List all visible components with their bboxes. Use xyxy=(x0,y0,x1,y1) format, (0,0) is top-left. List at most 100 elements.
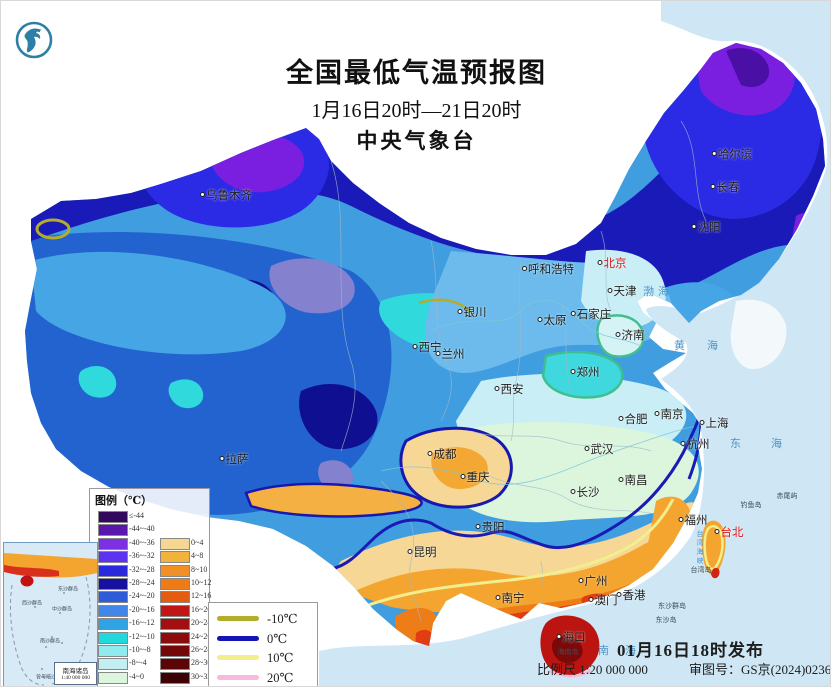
forecast-period: 1月16日20时—21日20时 xyxy=(311,100,522,122)
city-marker-dot xyxy=(597,260,603,265)
sea-label-渤海: 渤海 xyxy=(643,286,673,298)
city-label-太原: 太原 xyxy=(537,312,567,328)
legend-swatch xyxy=(160,537,190,550)
island-label-东沙岛: 东沙岛 xyxy=(655,616,677,624)
city-marker-dot xyxy=(618,477,624,482)
city-marker-dot xyxy=(678,517,684,522)
city-name: 长春 xyxy=(716,182,740,194)
legend-title: 图例（℃） xyxy=(95,495,153,507)
legend-swatch xyxy=(98,524,128,537)
city-marker-dot xyxy=(522,266,527,271)
contour-line-swatch xyxy=(217,655,259,660)
legend-swatch xyxy=(160,591,190,604)
city-marker-dot xyxy=(691,224,697,229)
city-marker-dot xyxy=(427,451,433,456)
agency-name: 中央气象台 xyxy=(356,129,477,153)
island-label-钓鱼岛: 钓鱼岛 xyxy=(740,501,762,509)
city-marker-dot xyxy=(711,151,717,156)
map-scale: 比例尺 1:20 000 000 xyxy=(537,662,648,677)
legend-swatch xyxy=(98,671,128,684)
legend-range-label: -20~-16 xyxy=(129,604,155,614)
city-label-澳门: 澳门 xyxy=(588,592,618,608)
city-label-银川: 银川 xyxy=(457,304,487,320)
legend-range-label: -12~-10 xyxy=(129,631,155,641)
city-label-福州: 福州 xyxy=(678,512,708,528)
city-marker-dot xyxy=(407,549,413,554)
city-label-昆明: 昆明 xyxy=(407,544,437,560)
contour-legend-row-2: 10℃ xyxy=(209,650,317,665)
legend-range-label: 4~8 xyxy=(191,551,204,561)
city-name: 南昌 xyxy=(624,475,648,487)
contour-line-swatch xyxy=(217,616,259,621)
contour-line-swatch xyxy=(217,674,259,680)
city-name: 银川 xyxy=(463,307,487,319)
city-name: 香港 xyxy=(622,590,646,602)
legend-range-label: 20~24 xyxy=(191,618,212,628)
legend-swatch xyxy=(98,591,128,604)
city-marker-dot xyxy=(607,288,613,293)
city-label-西安: 西安 xyxy=(494,381,524,397)
sea-label-东海: 东海 xyxy=(730,438,812,450)
legend-range-label: 0~4 xyxy=(191,537,204,547)
legend-swatch xyxy=(160,671,190,684)
inset-label-南沙群岛: 南沙群岛 xyxy=(39,639,61,645)
legend-range-label: -36~-32 xyxy=(129,551,155,561)
south-china-sea-inset: 南海诸岛 1:40 000 000 东沙群岛 西沙群岛 中沙群岛 南沙群岛 曾母暗沙 xyxy=(3,542,98,686)
legend-range-label: -4~0 xyxy=(129,671,144,681)
city-marker-dot xyxy=(412,344,418,349)
city-marker-dot xyxy=(616,592,622,597)
island-label-台湾岛: 台湾岛 xyxy=(690,566,712,574)
city-label-成都: 成都 xyxy=(427,446,457,462)
city-marker-dot xyxy=(584,446,590,451)
legend-swatch xyxy=(160,631,190,644)
city-marker-dot xyxy=(615,332,621,337)
city-name: 杭州 xyxy=(686,439,710,451)
city-name: 海口 xyxy=(562,632,586,644)
city-marker-dot xyxy=(570,489,576,494)
city-name: 天津 xyxy=(613,286,637,298)
city-name: 北京 xyxy=(603,258,627,270)
city-label-长沙: 长沙 xyxy=(570,484,600,500)
city-marker-dot xyxy=(570,369,576,374)
city-label-香港: 香港 xyxy=(616,587,646,603)
contour-legend-row-1: 0℃ xyxy=(209,631,317,646)
legend-range-label: 28~30 xyxy=(191,658,212,668)
island-label-赤尾屿: 赤尾屿 xyxy=(776,492,798,500)
city-label-南昌: 南昌 xyxy=(618,472,648,488)
legend-swatch xyxy=(98,564,128,577)
inset-caption-box: 南海诸岛 1:40 000 000 xyxy=(54,662,97,685)
city-name: 呼和浩特 xyxy=(528,264,574,276)
city-marker-dot xyxy=(578,578,584,583)
city-label-哈尔滨: 哈尔滨 xyxy=(711,146,752,162)
city-marker-dot xyxy=(200,192,205,197)
contour-line-label: -10℃ xyxy=(267,612,298,626)
city-name: 合肥 xyxy=(624,414,648,426)
legend-range-label: 12~16 xyxy=(191,591,212,601)
city-name: 台北 xyxy=(720,527,744,539)
legend-swatch xyxy=(160,604,190,617)
city-marker-dot xyxy=(654,411,660,416)
city-marker-dot xyxy=(494,386,500,391)
city-marker-dot xyxy=(537,317,543,322)
legend-range-label: 24~26 xyxy=(191,631,212,641)
legend-range-label: 10~12 xyxy=(191,578,212,587)
city-label-济南: 济南 xyxy=(615,327,645,343)
city-name: 太原 xyxy=(543,315,567,327)
legend-swatch xyxy=(98,645,128,657)
legend-range-label: -40~-36 xyxy=(129,537,155,547)
city-marker-dot xyxy=(699,420,705,425)
legend-range-label: 16~20 xyxy=(191,604,212,614)
city-name: 济南 xyxy=(621,330,645,342)
korea-landmass xyxy=(730,299,787,370)
issue-time: 01月16日18时发布 xyxy=(617,641,764,660)
city-marker-dot xyxy=(556,634,562,639)
legend-swatch xyxy=(98,604,128,617)
city-name: 昆明 xyxy=(413,547,437,559)
city-label-武汉: 武汉 xyxy=(584,441,614,457)
city-marker-dot xyxy=(457,309,463,314)
city-name: 西安 xyxy=(500,384,524,396)
sea-label-黄海: 黄海 xyxy=(674,340,740,352)
legend-swatch xyxy=(98,658,128,671)
island-label-东沙群岛: 东沙群岛 xyxy=(658,602,686,610)
